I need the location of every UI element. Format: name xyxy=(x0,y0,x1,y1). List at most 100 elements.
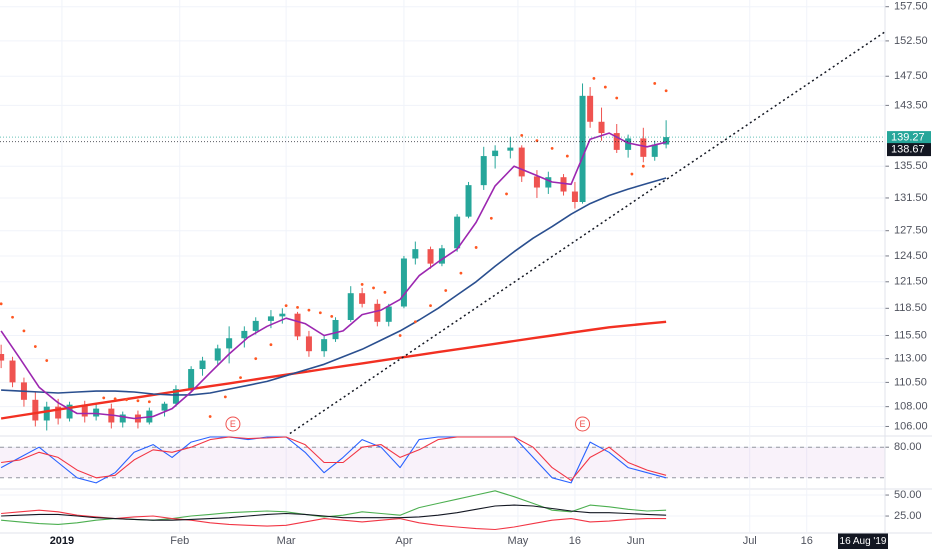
sar-dot xyxy=(269,343,273,347)
grid xyxy=(0,0,932,532)
sar-dot xyxy=(459,271,463,275)
candle-body xyxy=(172,389,179,404)
candle-body xyxy=(571,191,578,202)
y-tick-label: 147.50 xyxy=(894,70,928,82)
sar-dot xyxy=(592,77,596,80)
sar-dot xyxy=(22,329,26,333)
y-tick-label: 110.50 xyxy=(894,376,927,388)
candle-body xyxy=(651,144,658,157)
sar-dot xyxy=(360,283,364,286)
candle-body xyxy=(545,177,552,188)
y-tick-label: 157.50 xyxy=(894,1,928,13)
moving-average xyxy=(0,320,667,420)
candle-body xyxy=(241,330,248,339)
x-tick-label: Jun xyxy=(627,535,645,547)
y-tick-label: 80.00 xyxy=(894,441,922,453)
sar-dot xyxy=(565,154,569,158)
candle-body xyxy=(374,303,381,322)
sar-dot xyxy=(641,164,645,168)
event-label: E xyxy=(580,419,586,429)
candle-body xyxy=(560,177,567,192)
candle-body xyxy=(427,249,434,264)
sar-dot xyxy=(398,334,402,337)
moving-average xyxy=(0,132,667,420)
sar-dot xyxy=(208,415,212,418)
y-tick-label: 108.00 xyxy=(894,401,928,413)
sar-dot xyxy=(33,345,37,348)
sar-dot xyxy=(372,286,375,290)
sar-dot xyxy=(630,172,634,176)
candle-body xyxy=(305,336,312,352)
x-tick-label: 2019 xyxy=(50,535,74,547)
candle-body xyxy=(32,399,39,421)
candle-body xyxy=(587,95,594,122)
candle-body xyxy=(81,404,88,417)
sar-dot xyxy=(113,397,117,401)
sar-dot xyxy=(505,192,508,196)
candle-body xyxy=(385,306,392,322)
y-tick-label: 124.50 xyxy=(894,250,928,262)
price-label: 138.67 xyxy=(891,144,925,156)
candle-body xyxy=(188,369,195,390)
candle-body xyxy=(252,320,259,331)
price-label: 139.27 xyxy=(891,132,925,144)
band-fill xyxy=(0,447,885,478)
sar-dot xyxy=(147,400,151,404)
x-tick-label: Jul xyxy=(743,535,757,547)
candle-body xyxy=(321,339,328,352)
sar-dot xyxy=(296,306,299,309)
sar-dot xyxy=(615,96,619,100)
candle-body xyxy=(199,360,206,370)
candle-body xyxy=(93,408,100,417)
indicator-line xyxy=(1,436,667,481)
sar-dot xyxy=(239,376,242,380)
sar-dot xyxy=(136,399,140,403)
event-label: E xyxy=(230,419,236,429)
y-tick-label: 50.00 xyxy=(894,489,922,501)
sar-dot xyxy=(520,133,524,137)
sar-dot xyxy=(307,308,311,312)
candle-body xyxy=(518,147,525,177)
candle-body xyxy=(640,138,647,157)
candle-body xyxy=(533,176,540,188)
y-tick-label: 143.50 xyxy=(894,99,928,111)
sar-dot xyxy=(11,315,14,319)
sar-dot xyxy=(284,304,288,308)
price-label-box xyxy=(887,131,931,145)
candle-body xyxy=(267,316,274,321)
y-tick-label: 115.50 xyxy=(894,329,927,341)
candle-body xyxy=(279,313,286,317)
candle-body xyxy=(0,353,5,361)
candle-body xyxy=(507,147,514,151)
sar-dot xyxy=(444,289,448,292)
candle-body xyxy=(492,150,499,157)
sar-dot xyxy=(489,216,493,220)
sar-dot xyxy=(318,311,322,315)
candle-body xyxy=(9,360,16,383)
indicator-line xyxy=(0,436,667,484)
moving-average xyxy=(1,177,667,396)
candle-body xyxy=(214,348,221,361)
sar-dot xyxy=(383,290,387,294)
sar-dot xyxy=(653,82,657,85)
candle-body xyxy=(454,216,461,249)
x-tick-label: May xyxy=(508,535,529,547)
sar-dot xyxy=(125,398,128,402)
candle-body xyxy=(412,249,419,259)
y-tick-label: 25.00 xyxy=(894,510,922,522)
y-tick-label: 152.50 xyxy=(894,35,928,47)
x-tick-label: 16 xyxy=(801,535,813,547)
candle-body xyxy=(226,338,233,349)
y-tick-label: 135.50 xyxy=(894,160,928,172)
candle-body xyxy=(161,403,168,411)
candle-body xyxy=(332,319,339,340)
candle-body xyxy=(294,313,301,337)
candle-body xyxy=(663,137,670,145)
candle-body xyxy=(359,293,366,304)
sar-dot xyxy=(330,314,334,318)
sar-dot xyxy=(45,359,49,362)
candle-body xyxy=(66,404,73,419)
trendline xyxy=(289,31,886,435)
